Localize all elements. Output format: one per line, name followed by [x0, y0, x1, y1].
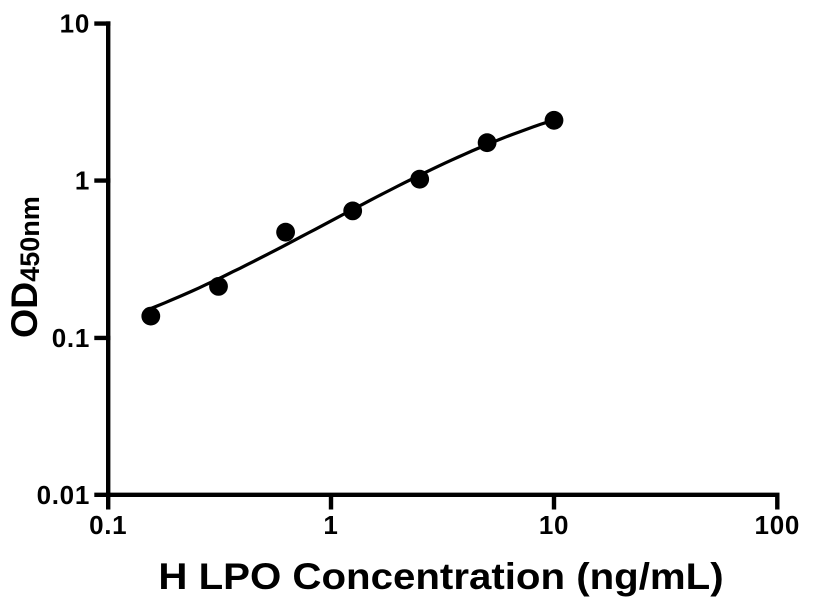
svg-text:0.1: 0.1	[52, 323, 90, 353]
svg-text:100: 100	[755, 510, 800, 540]
svg-text:1: 1	[323, 510, 338, 540]
svg-text:0.1: 0.1	[89, 510, 127, 540]
svg-text:0.01: 0.01	[37, 480, 90, 510]
svg-text:OD450nm: OD450nm	[3, 196, 45, 338]
svg-text:1: 1	[75, 166, 90, 196]
svg-text:10: 10	[539, 510, 569, 540]
svg-text:10: 10	[60, 9, 90, 39]
svg-text:H LPO Concentration (ng/mL): H LPO Concentration (ng/mL)	[158, 556, 723, 597]
